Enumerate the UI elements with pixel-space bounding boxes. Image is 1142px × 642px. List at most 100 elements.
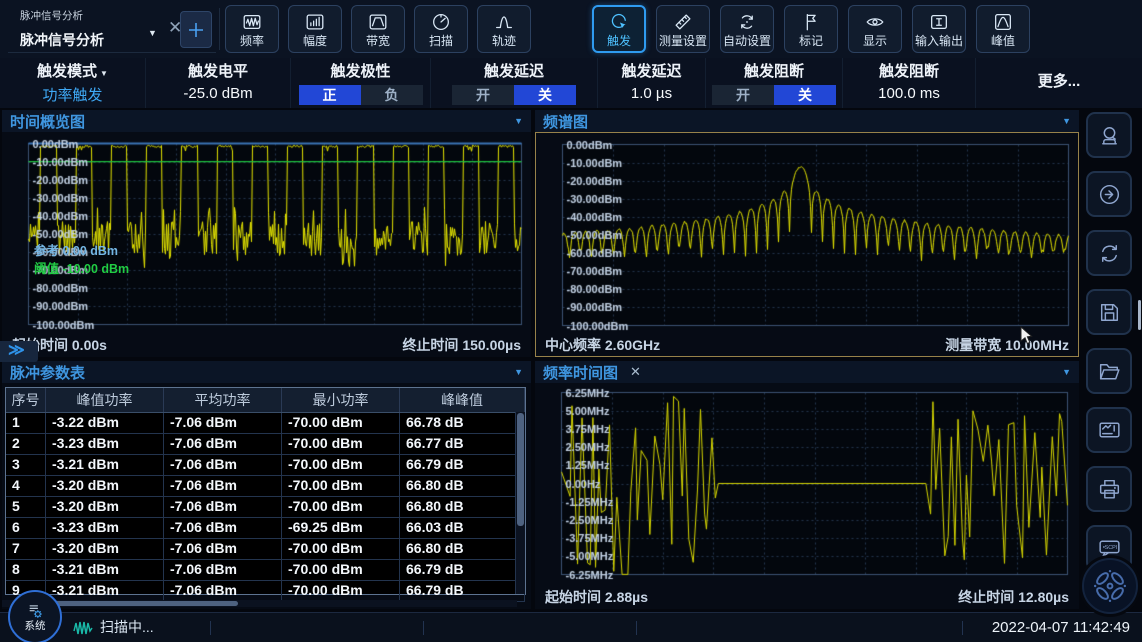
toolbar-button-measure-setup[interactable]: 测量设置: [656, 5, 710, 53]
menu-item-1[interactable]: 触发电平-25.0 dBm: [145, 58, 290, 108]
table-cell: 3: [6, 455, 46, 475]
nav-wheel-button[interactable]: [1082, 558, 1138, 614]
table-cell: -70.00 dBm: [282, 434, 400, 454]
table-header-cell: 峰值功率: [46, 388, 164, 412]
sidebar-button-screenshot[interactable]: [1086, 407, 1132, 453]
toggle-group: 开关: [452, 85, 576, 105]
toolbar-button-label: 自动设置: [723, 35, 771, 47]
toolbar-button-label: 幅度: [303, 35, 327, 47]
table-cell: 1: [6, 413, 46, 433]
scrollbar-thumb[interactable]: [517, 413, 524, 526]
clover-icon: [1088, 564, 1132, 608]
menu-item-0[interactable]: 触发模式▼功率触发: [0, 58, 145, 108]
toggle-option[interactable]: 开: [712, 85, 774, 105]
plus-icon: [186, 20, 206, 40]
table-cell: -7.06 dBm: [164, 434, 282, 454]
toolbar-group-1: 频率幅度 带宽 扫描轨迹: [225, 5, 531, 53]
tab-dropdown-icon[interactable]: ▼: [148, 28, 157, 38]
toggle-option[interactable]: 开: [452, 85, 514, 105]
scrollbar-thumb[interactable]: [38, 601, 238, 606]
expand-handle[interactable]: ≫: [0, 341, 38, 362]
toolbar-button-display[interactable]: 显示: [848, 5, 902, 53]
refresh-icon: [1096, 240, 1123, 267]
system-button[interactable]: 系统: [8, 590, 62, 642]
table-cell: 4: [6, 476, 46, 496]
table-header-cell: 最小功率: [282, 388, 400, 412]
menu-item-value: 功率触发: [42, 85, 102, 107]
sidebar-button-preset[interactable]: [1086, 112, 1132, 158]
trigger-icon: [608, 11, 630, 33]
add-tab-button[interactable]: [180, 11, 212, 48]
table-cell: 8: [6, 560, 46, 580]
toolbar-button-marker[interactable]: 标记: [784, 5, 838, 53]
divider: [962, 621, 963, 635]
chevron-down-icon[interactable]: ▼: [1062, 367, 1071, 377]
table-row[interactable]: 9-3.21 dBm-7.06 dBm-70.00 dBm66.79 dB: [6, 581, 525, 602]
menu-item-7[interactable]: 更多...: [975, 58, 1142, 108]
menu-item-2[interactable]: 触发极性正负: [290, 58, 430, 108]
table-cell: -7.06 dBm: [164, 455, 282, 475]
vertical-scrollbar[interactable]: [515, 412, 525, 594]
table-cell: -3.20 dBm: [46, 476, 164, 496]
table-row[interactable]: 1-3.22 dBm-7.06 dBm-70.00 dBm66.78 dB: [6, 413, 525, 434]
toolbar-button-peak[interactable]: 峰值: [976, 5, 1030, 53]
panel-close-icon[interactable]: ✕: [630, 364, 641, 380]
toggle-group: 正负: [299, 85, 423, 105]
sidebar-button-print[interactable]: [1086, 466, 1132, 512]
measure-bandwidth-label: 测量带宽 10.00MHz: [945, 335, 1069, 355]
table-row[interactable]: 5-3.20 dBm-7.06 dBm-70.00 dBm66.80 dB: [6, 497, 525, 518]
table-row[interactable]: 2-3.23 dBm-7.06 dBm-70.00 dBm66.77 dB: [6, 434, 525, 455]
table-cell: 66.80 dB: [400, 539, 525, 559]
table-header-row: 序号峰值功率平均功率最小功率峰峰值: [6, 388, 525, 413]
menu-item-6[interactable]: 触发阻断100.0 ms: [842, 58, 975, 108]
table-row[interactable]: 6-3.23 dBm-7.06 dBm-69.25 dBm66.03 dB: [6, 518, 525, 539]
menu-item-value: 1.0 µs: [631, 83, 672, 105]
chevron-down-icon[interactable]: ▼: [514, 116, 523, 126]
save-icon: [1096, 299, 1123, 326]
table-cell: 66.77 dB: [400, 434, 525, 454]
panel-title-bar[interactable]: 频谱图 ▼: [535, 110, 1079, 132]
table-cell: -7.06 dBm: [164, 497, 282, 517]
table-row[interactable]: 7-3.20 dBm-7.06 dBm-70.00 dBm66.80 dB: [6, 539, 525, 560]
menu-item-5[interactable]: 触发阻断开关: [705, 58, 842, 108]
threshold-level-label: 阈值 -10.00 dBm: [34, 258, 129, 277]
table-row[interactable]: 4-3.20 dBm-7.06 dBm-70.00 dBm66.80 dB: [6, 476, 525, 497]
panel-title-bar[interactable]: 时间概览图 ▼: [2, 110, 531, 132]
menu-item-3[interactable]: 触发延迟开关: [430, 58, 597, 108]
toolbar-button-frequency[interactable]: 频率: [225, 5, 279, 53]
toggle-option[interactable]: 关: [774, 85, 836, 105]
sidebar-button-open[interactable]: [1086, 348, 1132, 394]
toggle-option[interactable]: 负: [361, 85, 423, 105]
scan-waveform-icon: [72, 618, 96, 641]
toolbar-button-label: 带宽: [366, 35, 390, 47]
toolbar-button-auto-setup[interactable]: 自动设置: [720, 5, 774, 53]
toggle-option[interactable]: 正: [299, 85, 361, 105]
time-overview-canvas: [6, 133, 527, 332]
toolbar-button-trace[interactable]: 轨迹: [477, 5, 531, 53]
table-cell: -3.23 dBm: [46, 434, 164, 454]
panel-title-bar[interactable]: 脉冲参数表 ▼: [2, 361, 531, 383]
toolbar-button-sweep[interactable]: 扫描: [414, 5, 468, 53]
horizontal-scrollbar[interactable]: [2, 600, 517, 607]
menu-item-4[interactable]: 触发延迟1.0 µs: [597, 58, 705, 108]
sidebar-button-save[interactable]: [1086, 289, 1132, 335]
table-row[interactable]: 8-3.21 dBm-7.06 dBm-70.00 dBm66.79 dB: [6, 560, 525, 581]
panel-pulse-table: 脉冲参数表 ▼ 序号峰值功率平均功率最小功率峰峰值 1-3.22 dBm-7.0…: [2, 361, 531, 609]
table-row[interactable]: 3-3.21 dBm-7.06 dBm-70.00 dBm66.79 dB: [6, 455, 525, 476]
panel-title-bar[interactable]: 频率时间图 ✕ ▼: [535, 361, 1079, 383]
clock: 2022-04-07 11:42:49: [992, 613, 1130, 642]
sidebar-button-run[interactable]: [1086, 171, 1132, 217]
toolbar-button-trigger[interactable]: 触发: [592, 5, 646, 53]
table-cell: -7.06 dBm: [164, 581, 282, 601]
toggle-option[interactable]: 关: [514, 85, 576, 105]
toolbar-button-amplitude[interactable]: 幅度: [288, 5, 342, 53]
chevron-down-icon[interactable]: ▼: [1062, 116, 1071, 126]
more-button[interactable]: 更多...: [1038, 62, 1081, 102]
toolbar-button-bandwidth[interactable]: 带宽: [351, 5, 405, 53]
sidebar-button-refresh[interactable]: [1086, 230, 1132, 276]
chevron-down-icon[interactable]: ▼: [514, 367, 523, 377]
toolbar-button-input-output[interactable]: 输入输出: [912, 5, 966, 53]
app-tab-title[interactable]: 脉冲信号分析: [20, 30, 104, 50]
screen-edge-scrollbar[interactable]: [1138, 300, 1141, 330]
table-cell: 66.79 dB: [400, 560, 525, 580]
